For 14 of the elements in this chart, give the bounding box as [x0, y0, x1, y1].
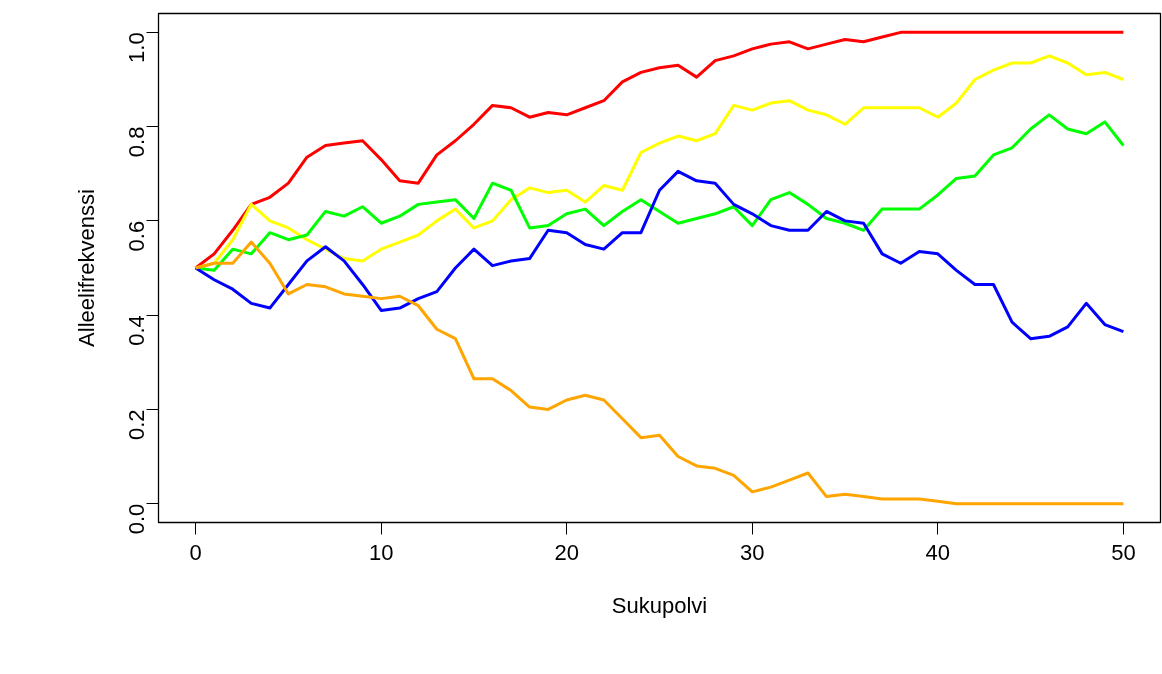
- y-tick-label: 0.6: [124, 220, 149, 252]
- y-tick-label: 1.0: [124, 32, 149, 63]
- x-tick-label: 20: [554, 539, 579, 565]
- x-tick-label: 10: [368, 539, 394, 565]
- x-tick-label: 50: [1111, 539, 1136, 565]
- y-tick-label: 0.2: [124, 409, 149, 440]
- y-axis-title: Alleelifrekvenssi: [73, 189, 99, 347]
- y-tick-label: 0.4: [124, 315, 149, 346]
- x-axis-title: Sukupolvi: [611, 592, 708, 618]
- y-tick-label: 0.8: [124, 126, 149, 158]
- x-tick-label: 0: [189, 539, 202, 565]
- x-tick-label: 40: [925, 539, 951, 565]
- x-tick-label: 30: [740, 539, 765, 565]
- y-tick-label: 0.0: [124, 503, 149, 535]
